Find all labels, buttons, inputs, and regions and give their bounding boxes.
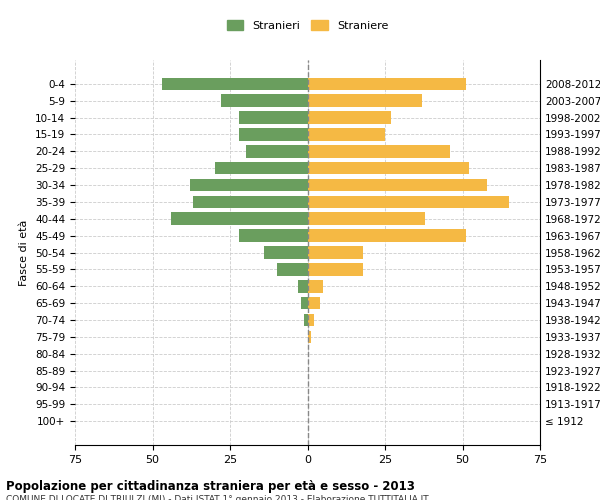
Bar bbox=[221, 94, 308, 107]
Bar bbox=[308, 196, 509, 208]
Bar bbox=[308, 178, 487, 192]
Bar bbox=[308, 78, 466, 90]
Bar bbox=[245, 145, 308, 158]
Bar bbox=[215, 162, 308, 174]
Legend: Stranieri, Straniere: Stranieri, Straniere bbox=[223, 16, 392, 35]
Bar bbox=[239, 128, 308, 141]
Bar bbox=[308, 212, 425, 225]
Bar bbox=[277, 263, 308, 276]
Bar bbox=[190, 178, 308, 192]
Bar bbox=[308, 330, 311, 343]
Bar bbox=[239, 111, 308, 124]
Bar bbox=[308, 280, 323, 292]
Bar bbox=[304, 314, 308, 326]
Bar bbox=[162, 78, 308, 90]
Bar bbox=[308, 297, 320, 310]
Text: Popolazione per cittadinanza straniera per età e sesso - 2013: Popolazione per cittadinanza straniera p… bbox=[6, 480, 415, 493]
Bar bbox=[308, 246, 364, 259]
Bar bbox=[193, 196, 308, 208]
Bar bbox=[308, 314, 314, 326]
Bar bbox=[298, 280, 308, 292]
Text: COMUNE DI LOCATE DI TRIULZI (MI) - Dati ISTAT 1° gennaio 2013 - Elaborazione TUT: COMUNE DI LOCATE DI TRIULZI (MI) - Dati … bbox=[6, 495, 428, 500]
Bar bbox=[301, 297, 308, 310]
Bar bbox=[308, 111, 391, 124]
Bar bbox=[308, 263, 364, 276]
Bar bbox=[308, 230, 466, 242]
Bar bbox=[308, 94, 422, 107]
Bar bbox=[308, 162, 469, 174]
Bar bbox=[171, 212, 308, 225]
Bar bbox=[264, 246, 308, 259]
Y-axis label: Fasce di età: Fasce di età bbox=[19, 220, 29, 286]
Bar bbox=[308, 145, 450, 158]
Bar bbox=[239, 230, 308, 242]
Bar bbox=[308, 128, 385, 141]
